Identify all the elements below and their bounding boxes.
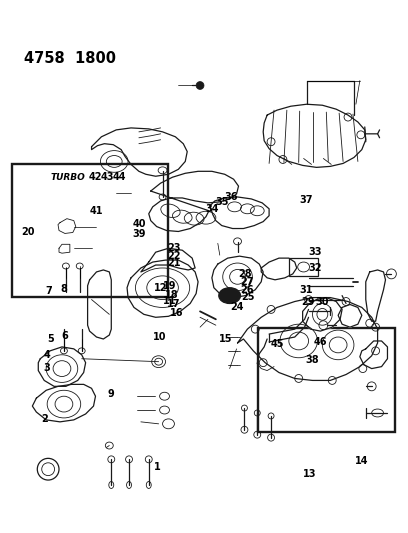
Text: 12: 12 (154, 283, 168, 293)
Text: 8: 8 (60, 284, 67, 294)
Bar (258, 328, 395, 432)
Polygon shape (38, 347, 86, 386)
Text: 4: 4 (44, 350, 51, 360)
Text: 40: 40 (133, 220, 146, 229)
Text: 4758  1800: 4758 1800 (24, 51, 116, 66)
Text: 10: 10 (153, 333, 166, 343)
Text: 17: 17 (167, 300, 181, 309)
Text: 2: 2 (42, 414, 49, 424)
Polygon shape (366, 270, 386, 321)
Text: 46: 46 (314, 337, 328, 346)
Text: 34: 34 (205, 204, 219, 214)
Bar (289, 258, 318, 276)
Text: 27: 27 (240, 277, 254, 287)
Text: 41: 41 (89, 206, 103, 216)
Text: 37: 37 (299, 195, 313, 205)
Text: 31: 31 (300, 285, 313, 295)
Text: 30: 30 (315, 297, 329, 306)
Text: 19: 19 (163, 281, 177, 292)
Text: 3: 3 (44, 363, 51, 373)
Text: 24: 24 (230, 302, 244, 312)
Text: 28: 28 (239, 269, 252, 279)
Text: 33: 33 (308, 247, 322, 257)
Text: 29: 29 (301, 297, 315, 306)
Polygon shape (91, 128, 187, 176)
Text: 15: 15 (219, 334, 232, 344)
Text: TURBO: TURBO (51, 173, 86, 182)
Polygon shape (210, 197, 269, 229)
Polygon shape (263, 104, 366, 167)
Text: 11: 11 (163, 296, 177, 305)
Text: 25: 25 (242, 292, 255, 302)
Text: 1: 1 (154, 462, 161, 472)
Text: 18: 18 (165, 290, 179, 300)
Polygon shape (127, 260, 198, 317)
Text: 42: 42 (89, 172, 102, 182)
Text: 35: 35 (215, 197, 229, 207)
Text: 13: 13 (303, 469, 316, 479)
Text: 36: 36 (225, 192, 238, 202)
Ellipse shape (196, 82, 204, 90)
Text: 39: 39 (133, 229, 146, 239)
Text: 38: 38 (306, 354, 319, 365)
Text: 16: 16 (170, 308, 183, 318)
Text: 20: 20 (21, 228, 35, 237)
Polygon shape (88, 270, 111, 339)
Polygon shape (212, 256, 263, 297)
Text: 32: 32 (308, 263, 322, 273)
Ellipse shape (223, 290, 237, 301)
Polygon shape (303, 297, 342, 331)
Text: 44: 44 (113, 172, 126, 182)
Text: 23: 23 (167, 243, 181, 253)
Polygon shape (141, 248, 195, 272)
Polygon shape (58, 219, 76, 233)
Polygon shape (360, 341, 388, 369)
Text: 9: 9 (107, 389, 114, 399)
Polygon shape (149, 171, 239, 231)
Text: 26: 26 (241, 285, 254, 295)
Text: 14: 14 (355, 456, 368, 466)
Polygon shape (261, 258, 297, 280)
Polygon shape (338, 304, 362, 327)
Text: 7: 7 (45, 286, 52, 296)
Text: 45: 45 (271, 340, 284, 349)
Bar (12, 164, 168, 297)
Ellipse shape (219, 288, 240, 303)
Text: 21: 21 (167, 259, 181, 268)
Polygon shape (32, 384, 95, 422)
Text: 22: 22 (167, 251, 181, 261)
Text: 43: 43 (101, 172, 114, 182)
Polygon shape (237, 297, 377, 381)
Text: 6: 6 (62, 331, 69, 341)
Text: 5: 5 (48, 334, 54, 344)
